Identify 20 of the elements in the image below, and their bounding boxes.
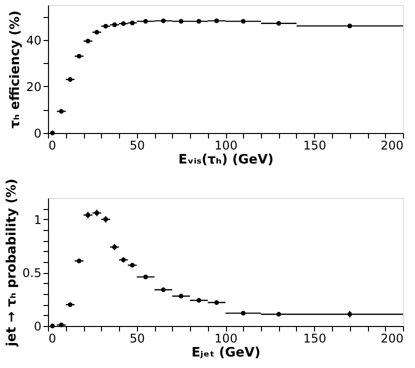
y-tick-label: 0 xyxy=(34,126,42,140)
y-tick-label: 40 xyxy=(26,33,42,48)
x-tick-label: 0 xyxy=(48,138,56,152)
x-tick-label: 150 xyxy=(303,332,326,346)
x-axis-title: Eᵥᵢₛ(τₕ) (GeV) xyxy=(178,152,274,168)
y-tick-label: 0.5 xyxy=(22,266,42,280)
x-tick-label: 0 xyxy=(48,332,56,346)
y-tick-label: 20 xyxy=(26,80,42,94)
x-tick-label: 150 xyxy=(303,138,326,152)
x-tick-label: 50 xyxy=(130,332,145,346)
y-axis-title: τₕ efficiency (%) xyxy=(8,10,24,128)
x-tick-label: 100 xyxy=(214,138,238,152)
y-tick-label: 1 xyxy=(34,212,42,227)
x-tick-label: 200 xyxy=(380,332,404,346)
x-tick-label: 100 xyxy=(214,332,238,346)
x-tick-label: 200 xyxy=(380,138,404,152)
x-tick-label: 50 xyxy=(130,138,145,152)
x-axis-title: Eⱼₑₜ (GeV) xyxy=(192,346,260,360)
y-axis-title: jet → τₕ probability (%) xyxy=(4,178,20,348)
y-tick-label: 0 xyxy=(34,320,42,334)
